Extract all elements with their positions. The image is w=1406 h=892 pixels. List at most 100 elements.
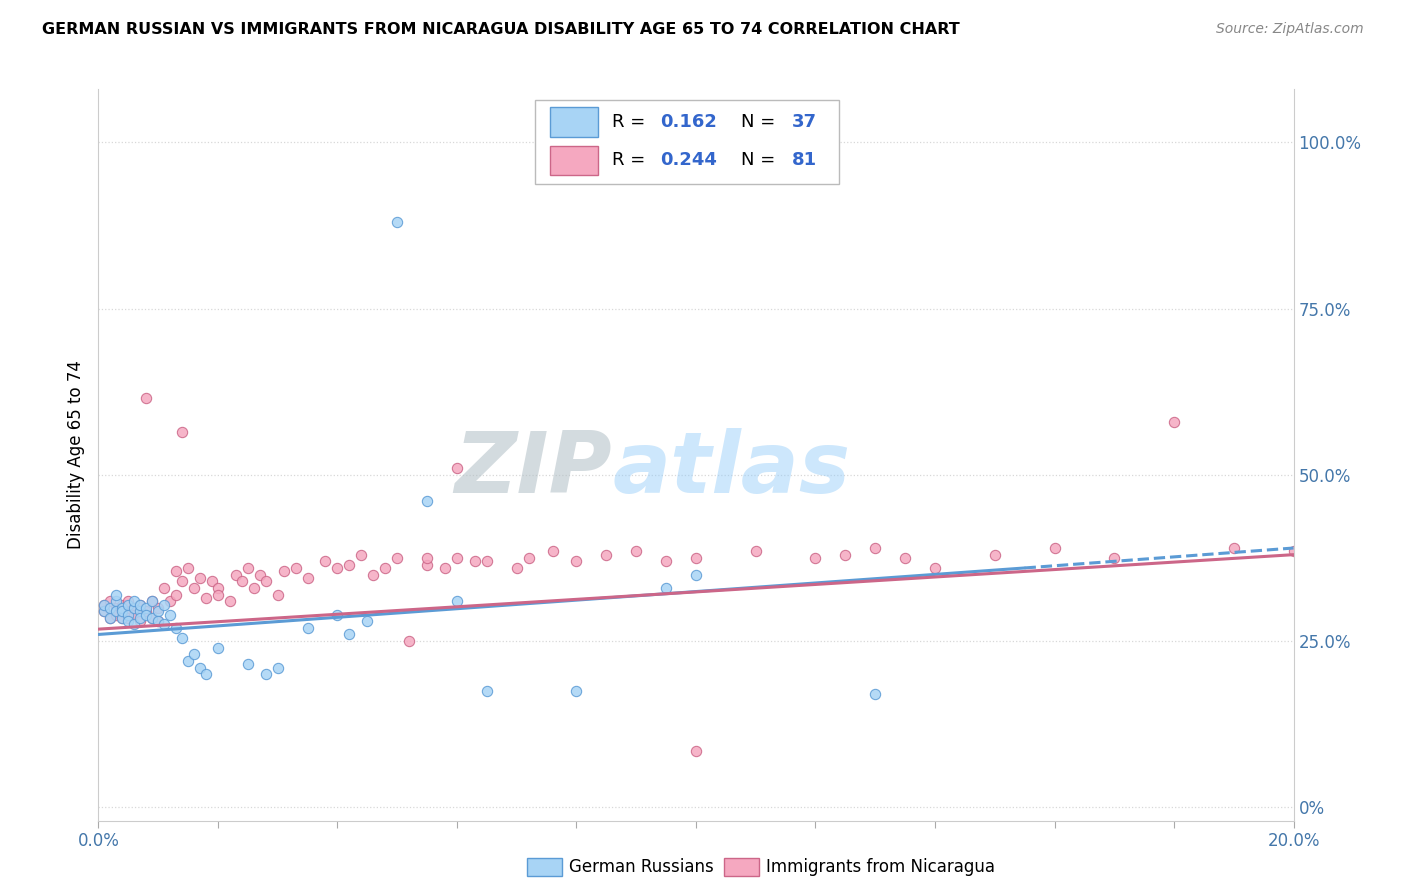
Point [165, 588, 187, 602]
Point [148, 614, 170, 628]
Point [172, 425, 194, 439]
Point [165, 621, 187, 635]
Point [219, 594, 242, 608]
Point [565, 684, 588, 698]
Point [207, 581, 229, 595]
Point [105, 588, 128, 602]
Point [685, 744, 707, 758]
Point [254, 667, 277, 681]
Point [98, 594, 122, 608]
Point [105, 607, 128, 622]
Point [517, 551, 540, 566]
Text: N =: N = [741, 151, 782, 169]
Point [129, 598, 152, 612]
Point [243, 581, 266, 595]
Point [834, 548, 856, 562]
Point [117, 614, 139, 628]
FancyBboxPatch shape [534, 100, 839, 185]
Point [865, 541, 887, 555]
Point [231, 574, 253, 589]
Point [188, 661, 211, 675]
Point [105, 594, 128, 608]
Point [177, 654, 200, 668]
Point [129, 598, 152, 612]
Point [1104, 551, 1126, 566]
Point [165, 564, 187, 578]
Point [350, 548, 373, 562]
Point [177, 561, 200, 575]
Point [506, 561, 529, 575]
Point [385, 215, 409, 229]
FancyBboxPatch shape [550, 145, 598, 175]
Point [159, 607, 181, 622]
Point [124, 600, 146, 615]
Point [93, 604, 115, 618]
Point [225, 567, 247, 582]
Point [98, 611, 122, 625]
Point [356, 614, 378, 628]
Point [207, 588, 229, 602]
Point [117, 598, 139, 612]
Point [446, 594, 468, 608]
Point [446, 551, 468, 566]
Point [655, 581, 678, 595]
Point [153, 617, 176, 632]
Point [236, 561, 259, 575]
Point [385, 551, 409, 566]
Point [267, 661, 290, 675]
Point [475, 684, 498, 698]
Point [339, 627, 361, 641]
Point [1163, 415, 1185, 429]
Point [315, 554, 337, 568]
Point [124, 594, 146, 608]
Point [374, 561, 396, 575]
Point [153, 581, 176, 595]
Point [188, 571, 211, 585]
Point [254, 574, 277, 589]
Point [93, 604, 115, 618]
Point [117, 604, 139, 618]
Point [135, 392, 157, 406]
Point [105, 604, 128, 618]
Point [141, 611, 163, 625]
Text: N =: N = [741, 113, 782, 131]
Text: 0.162: 0.162 [661, 113, 717, 131]
Text: ZIP: ZIP [454, 428, 613, 511]
Point [924, 561, 946, 575]
Point [464, 554, 486, 568]
Point [141, 594, 163, 608]
Point [249, 567, 271, 582]
Point [141, 594, 163, 608]
Point [339, 558, 361, 572]
Point [284, 561, 307, 575]
Point [129, 604, 152, 618]
Point [297, 621, 319, 635]
Text: 81: 81 [792, 151, 817, 169]
Point [326, 561, 349, 575]
Point [363, 567, 385, 582]
Point [111, 604, 134, 618]
Point [105, 600, 128, 615]
Point [416, 558, 439, 572]
FancyBboxPatch shape [550, 108, 598, 136]
Point [1282, 544, 1305, 558]
Point [685, 551, 707, 566]
Point [129, 614, 152, 628]
Point [207, 640, 229, 655]
Text: atlas: atlas [613, 428, 851, 511]
Point [111, 611, 134, 625]
Point [626, 544, 648, 558]
Text: Source: ZipAtlas.com: Source: ZipAtlas.com [1216, 22, 1364, 37]
Point [267, 588, 290, 602]
Point [111, 611, 134, 625]
Point [804, 551, 827, 566]
Point [172, 631, 194, 645]
Point [124, 607, 146, 622]
Point [595, 548, 617, 562]
Point [159, 594, 181, 608]
Point [434, 561, 457, 575]
Point [685, 567, 707, 582]
Point [117, 594, 139, 608]
Point [124, 617, 146, 632]
Point [1223, 541, 1246, 555]
